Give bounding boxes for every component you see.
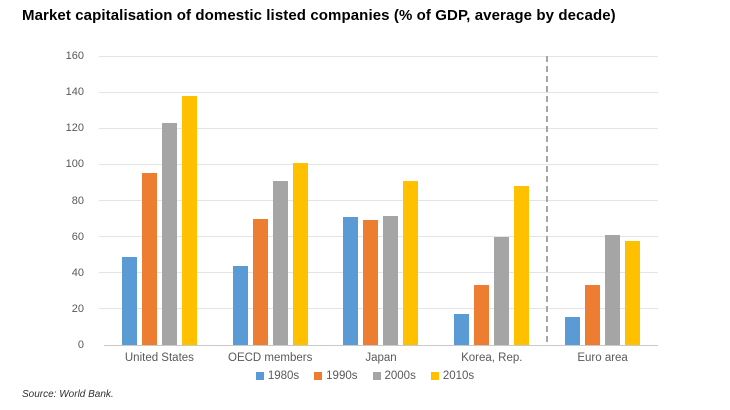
gridline: [99, 272, 658, 274]
gridline: [99, 91, 658, 93]
bar-group-japan: [326, 56, 437, 345]
chart-title: Market capitalisation of domestic listed…: [22, 7, 616, 24]
bar-2000s: [605, 234, 621, 345]
y-tick-label: 160: [65, 50, 84, 62]
bar-2010s: [514, 186, 530, 345]
legend-item-1990s: 1990s: [314, 370, 358, 382]
bar-1990s: [474, 285, 490, 345]
x-category-label: United States: [124, 352, 194, 364]
gridline: [99, 200, 658, 201]
gridline: [99, 163, 658, 165]
legend-swatch-1980s: [255, 372, 264, 380]
y-tick-label: 80: [71, 194, 84, 207]
gridline: [99, 308, 658, 310]
bar-2000s: [383, 215, 399, 345]
bar-2000s: [272, 180, 288, 345]
y-tick-label: 0: [77, 339, 84, 351]
legend-label: 2010s: [442, 370, 475, 382]
bar-1990s: [141, 173, 157, 345]
bar-1990s: [585, 284, 601, 345]
dashed-divider-line: [546, 56, 549, 345]
gridline: [99, 55, 658, 57]
legend-label: 1990s: [326, 370, 358, 382]
y-axis: 0 20 40 60 80 100 120 140 160: [0, 50, 94, 351]
source-note: Source: World Bank.: [22, 389, 114, 400]
legend-item-2000s: 2000s: [372, 370, 416, 382]
bar-group-korea-rep-: [436, 56, 547, 345]
bar-2000s: [161, 122, 177, 345]
y-tick-label: 140: [65, 86, 84, 99]
y-tick-label: 100: [65, 158, 84, 171]
bar-group-euro-area: [547, 56, 658, 345]
bar-2010s: [403, 180, 419, 345]
legend-label: 1980s: [267, 370, 300, 382]
bar-group-united-states: [104, 56, 215, 345]
bar-1980s: [343, 216, 359, 345]
bar-1980s: [232, 265, 248, 345]
bar-2010s: [181, 95, 197, 345]
x-category-label: OECD members: [228, 352, 313, 364]
x-category-label: Korea, Rep.: [461, 352, 523, 364]
y-tick-label: 20: [71, 302, 84, 315]
legend: 1980s 1990s 2000s 2010s: [0, 370, 730, 382]
bar-1980s: [454, 314, 470, 345]
bar-2010s: [292, 162, 308, 345]
gridline: [99, 127, 658, 129]
legend-swatch-1990s: [314, 372, 323, 380]
x-category-label: Euro area: [577, 352, 628, 364]
bar-1990s: [363, 220, 379, 345]
legend-label: 2000s: [384, 370, 416, 382]
bar-2010s: [625, 241, 641, 345]
legend-swatch-2010s: [430, 372, 439, 380]
legend-item-2010s: 2010s: [430, 370, 475, 382]
plot-area: [99, 55, 658, 346]
bar-1980s: [565, 317, 581, 345]
y-tick-label: 60: [71, 230, 84, 243]
bar-2000s: [494, 236, 510, 345]
bar-1990s: [252, 218, 268, 345]
bar-1980s: [121, 256, 137, 345]
bar-group-oecd-members: [215, 56, 326, 345]
legend-swatch-2000s: [372, 372, 381, 380]
x-axis-labels: United States OECD members Japan Korea, Rep…: [104, 352, 658, 367]
y-tick-label: 40: [71, 266, 84, 279]
gridline: [99, 236, 658, 238]
x-category-label: Japan: [365, 352, 397, 364]
legend-item-1980s: 1980s: [255, 370, 300, 382]
y-tick-label: 120: [65, 122, 84, 135]
